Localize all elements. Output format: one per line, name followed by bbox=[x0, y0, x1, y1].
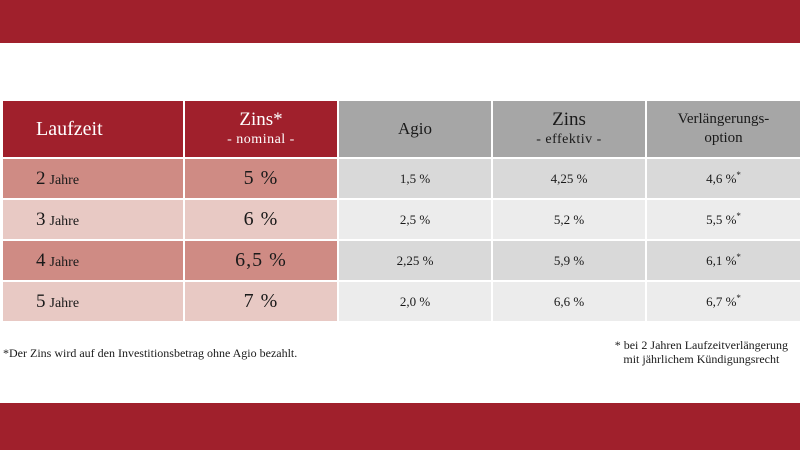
header-nominal-rate: Zins* - nominal - bbox=[185, 101, 337, 157]
header-agio: Agio bbox=[339, 101, 491, 157]
header-option-line2: option bbox=[704, 130, 743, 146]
table-header-row: Laufzeit Zins* - nominal - Agio Zins - e… bbox=[3, 101, 800, 157]
header-extension-option: Verlängerungs- option bbox=[647, 101, 800, 157]
effective-rate-cell: 5,2 % bbox=[493, 200, 645, 239]
term-cell: 3 Jahre bbox=[3, 200, 183, 239]
extension-option-cell: 5,5 %* bbox=[647, 200, 800, 239]
term-cell: 2 Jahre bbox=[3, 159, 183, 198]
nominal-rate-cell: 6 % bbox=[185, 200, 337, 239]
extension-option-cell: 6,7 %* bbox=[647, 282, 800, 321]
header-nominal-title: Zins* bbox=[239, 109, 283, 130]
extension-footnote: * bei 2 Jahren Laufzeitverlängerung mit … bbox=[615, 338, 788, 366]
table-row: 4 Jahre 6,5 % 2,25 % 5,9 % 6,1 %* bbox=[3, 241, 800, 280]
agio-cell: 2,0 % bbox=[339, 282, 491, 321]
header-option-line1: Verlängerungs- bbox=[677, 111, 770, 127]
table-row: 2 Jahre 5 % 1,5 % 4,25 % 4,6 %* bbox=[3, 159, 800, 198]
term-cell: 4 Jahre bbox=[3, 241, 183, 280]
effective-rate-cell: 6,6 % bbox=[493, 282, 645, 321]
extension-option-cell: 4,6 %* bbox=[647, 159, 800, 198]
effective-rate-cell: 5,9 % bbox=[493, 241, 645, 280]
nominal-rate-cell: 7 % bbox=[185, 282, 337, 321]
agio-cell: 2,25 % bbox=[339, 241, 491, 280]
header-term: Laufzeit bbox=[3, 101, 183, 157]
extension-footnote-line2: mit jährlichem Kündigungsrecht bbox=[623, 352, 780, 366]
agio-cell: 1,5 % bbox=[339, 159, 491, 198]
header-nominal-sub: - nominal - bbox=[227, 132, 295, 147]
top-banner bbox=[0, 0, 800, 43]
table-row: 3 Jahre 6 % 2,5 % 5,2 % 5,5 %* bbox=[3, 200, 800, 239]
nominal-rate-cell: 5 % bbox=[185, 159, 337, 198]
table-row: 5 Jahre 7 % 2,0 % 6,6 % 6,7 %* bbox=[3, 282, 800, 321]
header-effective-sub: - effektiv - bbox=[536, 132, 602, 147]
nominal-rate-cell: 6,5 % bbox=[185, 241, 337, 280]
agio-cell: 2,5 % bbox=[339, 200, 491, 239]
term-cell: 5 Jahre bbox=[3, 282, 183, 321]
header-effective-title: Zins bbox=[552, 109, 586, 130]
interest-rate-table: Laufzeit Zins* - nominal - Agio Zins - e… bbox=[1, 99, 800, 323]
bottom-banner bbox=[0, 403, 800, 450]
interest-footnote: *Der Zins wird auf den Investitionsbetra… bbox=[3, 346, 298, 360]
extension-option-cell: 6,1 %* bbox=[647, 241, 800, 280]
header-effective-rate: Zins - effektiv - bbox=[493, 101, 645, 157]
effective-rate-cell: 4,25 % bbox=[493, 159, 645, 198]
extension-footnote-line1: * bei 2 Jahren Laufzeitverlängerung bbox=[614, 338, 788, 352]
